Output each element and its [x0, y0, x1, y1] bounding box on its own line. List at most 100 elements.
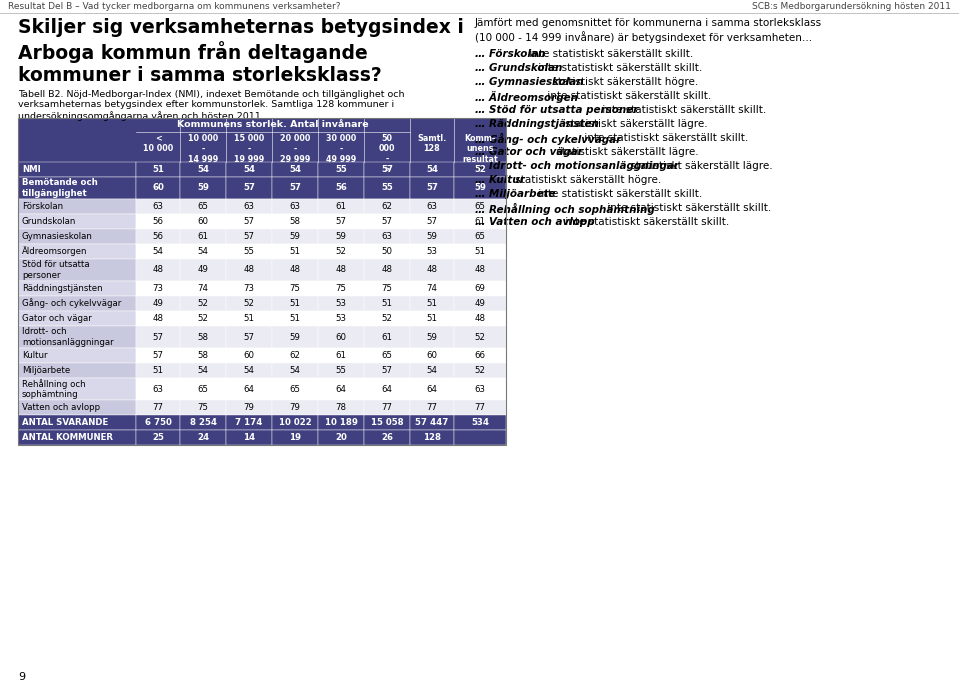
Text: 10 022: 10 022 — [279, 418, 312, 427]
Text: 48: 48 — [475, 314, 485, 323]
Text: statistiskt säkerställt lägre.: statistiskt säkerställt lägre. — [553, 147, 699, 157]
Text: 63: 63 — [475, 385, 485, 393]
Bar — [226, 378, 272, 400]
Text: 128: 128 — [423, 433, 441, 442]
Text: 73: 73 — [244, 284, 254, 293]
Bar — [136, 281, 180, 296]
Bar — [318, 400, 364, 415]
Bar — [410, 363, 454, 378]
Bar — [136, 311, 180, 326]
Text: 60: 60 — [427, 351, 437, 360]
Bar — [454, 214, 506, 229]
Text: inte statistiskt säkerställt skillt.: inte statistiskt säkerställt skillt. — [581, 133, 748, 143]
Text: 66: 66 — [475, 351, 485, 360]
Text: 61: 61 — [198, 232, 208, 241]
Text: 10 189: 10 189 — [324, 418, 358, 427]
Bar — [226, 244, 272, 259]
Bar — [364, 259, 410, 281]
Text: 48: 48 — [152, 314, 163, 323]
Text: SCB:s Medborgarundersökning hösten 2011: SCB:s Medborgarundersökning hösten 2011 — [752, 2, 951, 11]
Text: 63: 63 — [152, 202, 163, 211]
Text: 57: 57 — [244, 217, 254, 226]
Bar — [18, 326, 136, 348]
Text: 59: 59 — [336, 232, 346, 241]
Text: 64: 64 — [427, 385, 437, 393]
Text: statistiskt säkerställt högre.: statistiskt säkerställt högre. — [512, 175, 661, 185]
Text: 59: 59 — [427, 232, 437, 241]
Bar — [18, 378, 136, 400]
Bar — [318, 348, 364, 363]
Text: Gator och vägar: Gator och vägar — [22, 314, 92, 323]
Text: 63: 63 — [152, 385, 163, 393]
Text: 59: 59 — [197, 184, 209, 193]
Text: 56: 56 — [335, 184, 347, 193]
Bar — [454, 229, 506, 244]
Bar — [136, 214, 180, 229]
Text: 55: 55 — [335, 165, 347, 174]
Bar — [454, 326, 506, 348]
Bar — [18, 177, 136, 199]
Bar — [18, 118, 506, 445]
Text: 52: 52 — [198, 299, 208, 308]
Text: Tabell B2. Nöjd-Medborgar-Index (NMI), indexet Bemötande och tillgänglighet och
: Tabell B2. Nöjd-Medborgar-Index (NMI), i… — [18, 90, 405, 121]
Text: Komm-
unens
resultat: Komm- unens resultat — [462, 134, 498, 164]
Bar — [272, 229, 318, 244]
Bar — [272, 430, 318, 445]
Bar — [410, 162, 454, 177]
Text: 78: 78 — [336, 403, 346, 412]
Bar — [454, 259, 506, 281]
Text: 51: 51 — [152, 366, 163, 375]
Text: Jämfört med genomsnittet för kommunerna i samma storleksklass: Jämfört med genomsnittet för kommunerna … — [475, 18, 822, 28]
Text: 57: 57 — [244, 333, 254, 342]
Text: statistiskt säkerställt högre.: statistiskt säkerställt högre. — [549, 77, 698, 87]
Text: 58: 58 — [290, 217, 300, 226]
Text: 25: 25 — [152, 433, 164, 442]
Text: 14: 14 — [243, 433, 255, 442]
Bar — [272, 378, 318, 400]
Bar — [410, 400, 454, 415]
Text: 54: 54 — [244, 366, 254, 375]
Text: 75: 75 — [290, 284, 300, 293]
Text: 58: 58 — [198, 351, 208, 360]
Text: 65: 65 — [198, 385, 208, 393]
Bar — [318, 378, 364, 400]
Bar — [136, 162, 180, 177]
Text: 7 174: 7 174 — [235, 418, 263, 427]
Bar — [180, 229, 226, 244]
Text: 59: 59 — [474, 184, 486, 193]
Bar — [364, 199, 410, 214]
Text: 48: 48 — [427, 266, 437, 275]
Text: 61: 61 — [336, 351, 346, 360]
Text: 48: 48 — [244, 266, 254, 275]
Bar — [136, 326, 180, 348]
Bar — [410, 326, 454, 348]
Bar — [410, 244, 454, 259]
Text: 54: 54 — [198, 247, 208, 256]
Text: 63: 63 — [382, 232, 392, 241]
Text: 19: 19 — [289, 433, 301, 442]
Text: 64: 64 — [336, 385, 346, 393]
Text: Rehållning och
sophämtning: Rehållning och sophämtning — [22, 379, 85, 399]
Bar — [180, 326, 226, 348]
Bar — [180, 162, 226, 177]
Bar — [364, 348, 410, 363]
Text: 55: 55 — [244, 247, 254, 256]
Text: 51: 51 — [290, 299, 300, 308]
Bar — [18, 162, 136, 177]
Text: Miljöarbete: Miljöarbete — [22, 366, 70, 375]
Text: 54: 54 — [290, 366, 300, 375]
Bar — [454, 162, 506, 177]
Text: 51: 51 — [290, 314, 300, 323]
Text: 65: 65 — [382, 351, 392, 360]
Text: 48: 48 — [152, 266, 163, 275]
Bar — [180, 259, 226, 281]
Text: ANTAL SVARANDE: ANTAL SVARANDE — [22, 418, 108, 427]
Text: 49: 49 — [198, 266, 208, 275]
Text: 10 000
-
14 999: 10 000 - 14 999 — [188, 134, 218, 164]
Bar — [18, 281, 136, 296]
Bar — [136, 244, 180, 259]
Bar — [136, 348, 180, 363]
Text: (10 000 - 14 999 invånare) är betygsindexet för verksamheten…: (10 000 - 14 999 invånare) är betygsinde… — [475, 31, 812, 43]
Text: 51: 51 — [382, 299, 392, 308]
Text: 75: 75 — [198, 403, 208, 412]
